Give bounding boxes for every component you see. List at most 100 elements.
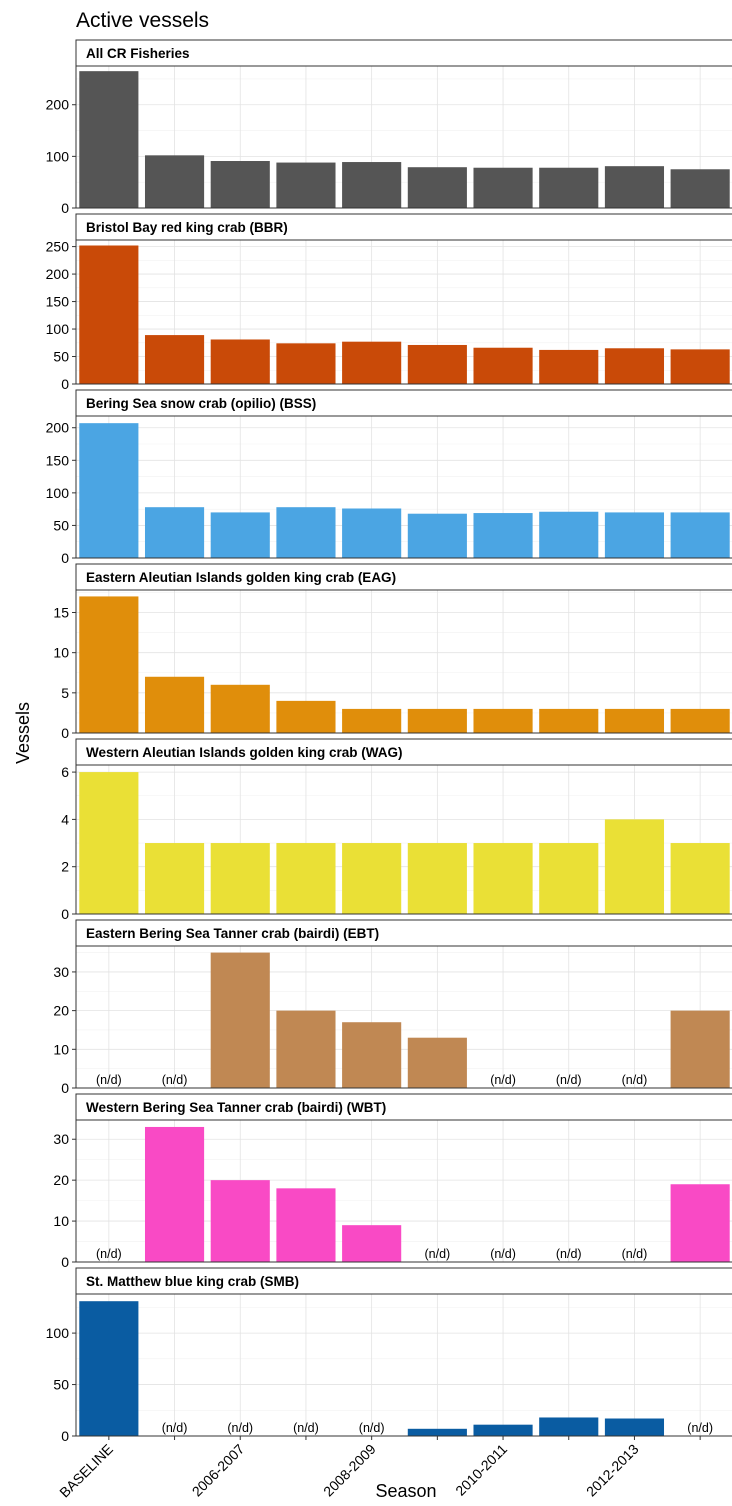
y-tick-label: 0 — [61, 1428, 69, 1444]
bar — [407, 167, 467, 208]
missing-data-label: (n/d) — [556, 1073, 582, 1087]
bar — [670, 169, 730, 208]
y-tick-label: 20 — [53, 1172, 69, 1188]
y-tick-label: 0 — [61, 1254, 69, 1270]
y-tick-label: 0 — [61, 376, 69, 392]
strip-label: Bristol Bay red king crab (BBR) — [86, 220, 288, 235]
missing-data-label: (n/d) — [162, 1073, 188, 1087]
strip-background — [75, 213, 732, 241]
bar — [144, 843, 205, 914]
x-tick-label: 2006-2007 — [189, 1441, 248, 1500]
strip-label: Bering Sea snow crab (opilio) (BSS) — [86, 396, 316, 411]
y-tick-label: 150 — [46, 294, 70, 310]
y-tick-label: 30 — [53, 964, 69, 980]
bar — [210, 339, 270, 384]
y-tick-label: 30 — [53, 1131, 69, 1147]
missing-data-label: (n/d) — [490, 1247, 516, 1261]
y-tick-label: 10 — [53, 1041, 69, 1057]
bar — [144, 155, 205, 208]
facet-panel: Western Aleutian Islands golden king cra… — [61, 738, 732, 922]
y-tick-label: 50 — [53, 1377, 69, 1393]
bar — [144, 676, 205, 733]
y-tick-label: 200 — [46, 266, 70, 282]
strip-label: Eastern Bering Sea Tanner crab (bairdi) … — [86, 926, 379, 941]
missing-data-label: (n/d) — [96, 1247, 122, 1261]
y-tick-label: 10 — [53, 1213, 69, 1229]
bar — [276, 843, 336, 914]
bar — [604, 166, 665, 208]
y-tick-label: 0 — [61, 725, 69, 741]
y-tick-label: 100 — [46, 148, 70, 164]
strip-background — [75, 919, 732, 947]
bar — [342, 341, 402, 384]
bar — [144, 335, 205, 384]
facet-panel: (n/d) (n/d) (n/d) (n/d) (n/d) Eastern Bering … — [53, 919, 732, 1096]
strip-label: St. Matthew blue king crab (SMB) — [86, 1274, 299, 1289]
strip-label: Eastern Aleutian Islands golden king cra… — [86, 570, 396, 585]
bar — [210, 843, 270, 914]
y-tick-label: 20 — [53, 1003, 69, 1019]
bar — [539, 1417, 599, 1436]
bar — [539, 708, 599, 733]
bar — [670, 843, 730, 914]
missing-data-label: (n/d) — [622, 1247, 648, 1261]
bar — [210, 161, 270, 208]
bar — [604, 348, 665, 384]
y-tick-label: 50 — [53, 517, 69, 533]
y-tick-label: 100 — [46, 1325, 70, 1341]
strip-background — [75, 389, 732, 417]
bar — [473, 513, 533, 558]
bar — [144, 1126, 205, 1262]
bar — [604, 708, 665, 733]
strip-label: All CR Fisheries — [86, 46, 190, 61]
chart-title: Active vessels — [76, 9, 209, 32]
strip-background — [75, 738, 732, 766]
facet-panel: All CR Fisheries 0 100 200 — [46, 39, 732, 216]
bar — [276, 162, 336, 208]
bar — [210, 512, 270, 558]
missing-data-label: (n/d) — [490, 1073, 516, 1087]
bar — [144, 507, 205, 558]
bar — [407, 1037, 467, 1088]
bar — [276, 343, 336, 384]
y-tick-label: 50 — [53, 349, 69, 365]
strip-background — [75, 1267, 732, 1295]
bar — [539, 349, 599, 384]
bar — [79, 245, 139, 384]
y-tick-label: 150 — [46, 452, 70, 468]
bar — [670, 1184, 730, 1262]
bar — [276, 1188, 336, 1262]
bar — [473, 1424, 533, 1436]
bar — [473, 843, 533, 914]
bar — [276, 700, 336, 733]
missing-data-label: (n/d) — [556, 1247, 582, 1261]
bar — [539, 167, 599, 208]
bar — [342, 508, 402, 558]
y-axis-title: Vessels — [13, 702, 33, 764]
strip-label: Western Aleutian Islands golden king cra… — [86, 745, 403, 760]
y-tick-label: 200 — [46, 97, 70, 113]
y-tick-label: 4 — [61, 811, 69, 827]
y-tick-label: 200 — [46, 420, 70, 436]
x-axis-title: Season — [375, 1481, 436, 1501]
y-tick-label: 10 — [53, 645, 69, 661]
bar — [407, 344, 467, 384]
bar — [210, 1180, 270, 1262]
bar — [276, 1010, 336, 1088]
strip-label: Western Bering Sea Tanner crab (bairdi) … — [86, 1100, 386, 1115]
missing-data-label: (n/d) — [424, 1247, 450, 1261]
facet-panel: Bering Sea snow crab (opilio) (BSS) 0 50 10… — [46, 389, 732, 566]
missing-data-label: (n/d) — [162, 1421, 188, 1435]
bar — [407, 513, 467, 558]
y-tick-label: 0 — [61, 550, 69, 566]
strip-background — [75, 39, 732, 67]
x-tick-label: 2010-2011 — [452, 1441, 510, 1499]
x-tick-label: 2008-2009 — [320, 1441, 379, 1500]
facet-panel: Bristol Bay red king crab (BBR) 0 50 100 150… — [46, 213, 732, 392]
bar — [342, 843, 402, 914]
bar — [79, 423, 139, 558]
strip-background — [75, 1093, 732, 1121]
missing-data-label: (n/d) — [227, 1421, 253, 1435]
y-tick-label: 0 — [61, 1080, 69, 1096]
